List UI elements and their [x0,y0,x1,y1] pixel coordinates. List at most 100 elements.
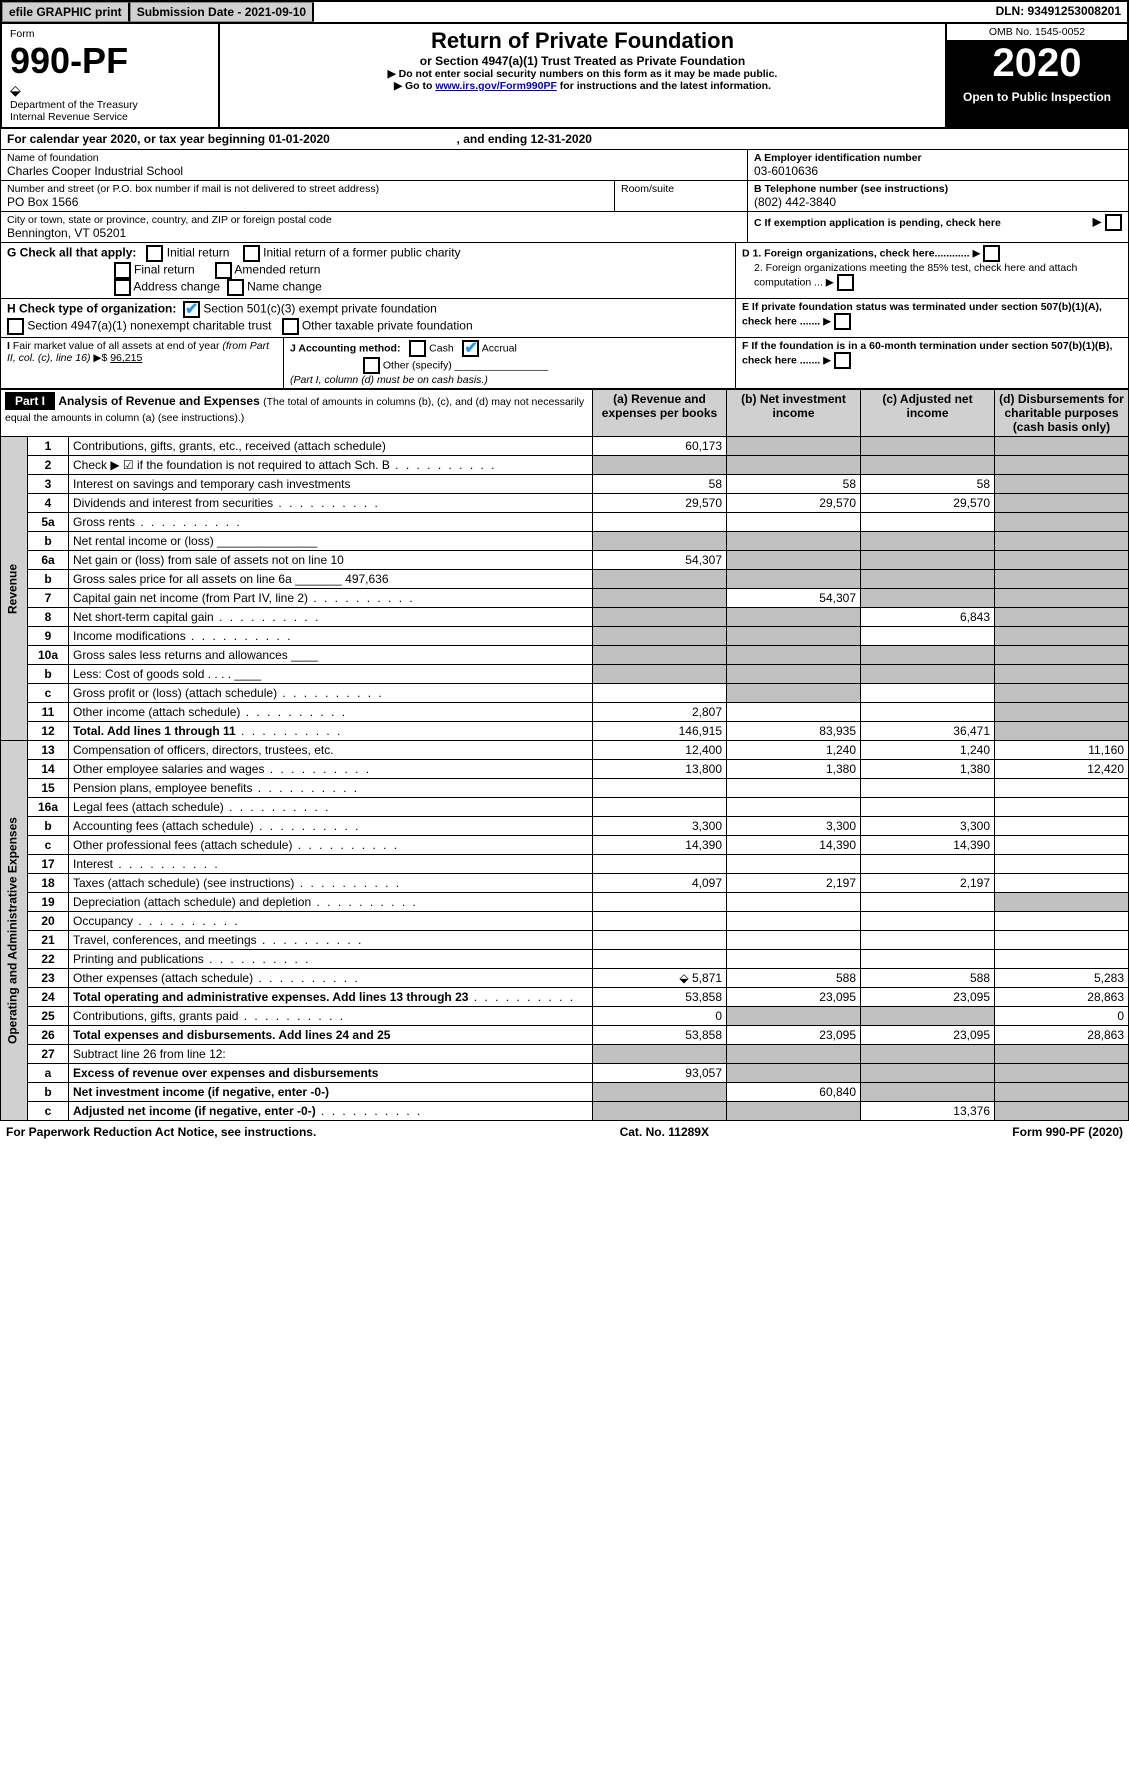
table-row: 26Total expenses and disbursements. Add … [1,1026,1129,1045]
line-desc: Interest [69,855,593,874]
d2-checkbox[interactable] [837,274,854,291]
cell-b [727,779,861,798]
line-number: 2 [28,456,69,475]
line-desc: Dividends and interest from securities [69,494,593,513]
cell-c [861,627,995,646]
cell-a [593,532,727,551]
g-initial[interactable] [146,245,163,262]
i-j-f-row: I Fair market value of all assets at end… [0,338,1129,389]
h-other[interactable] [282,318,299,335]
line-number: 6a [28,551,69,570]
line-desc: Gross rents [69,513,593,532]
cell-b: 29,570 [727,494,861,513]
cell-c: 14,390 [861,836,995,855]
line-desc: Gross profit or (loss) (attach schedule) [69,684,593,703]
cell-dd: 28,863 [995,1026,1129,1045]
table-row: 2Check ▶ ☑ if the foundation is not requ… [1,456,1129,475]
cell-c: 58 [861,475,995,494]
cell-b: 2,197 [727,874,861,893]
city-label: City or town, state or province, country… [7,214,741,226]
cell-dd [995,646,1129,665]
table-row: 12Total. Add lines 1 through 11146,91583… [1,722,1129,741]
line-number: 12 [28,722,69,741]
cell-a [593,627,727,646]
table-row: 21Travel, conferences, and meetings [1,931,1129,950]
cell-c: 36,471 [861,722,995,741]
e-checkbox[interactable] [834,313,851,330]
room-label: Room/suite [614,181,747,211]
line-number: 8 [28,608,69,627]
cell-c: 3,300 [861,817,995,836]
cell-c [861,437,995,456]
cell-dd [995,874,1129,893]
cell-a [593,1083,727,1102]
cell-b: 1,380 [727,760,861,779]
line-number: 25 [28,1007,69,1026]
cell-dd [995,589,1129,608]
g-final[interactable] [114,262,131,279]
open-public: Open to Public Inspection [947,86,1127,108]
table-row: 16aLegal fees (attach schedule) [1,798,1129,817]
g-initial-former[interactable] [243,245,260,262]
cell-c [861,1064,995,1083]
table-row: cOther professional fees (attach schedul… [1,836,1129,855]
cell-a: ⬙ 5,871 [593,969,727,988]
irs-link[interactable]: www.irs.gov/Form990PF [435,80,557,92]
line-desc: Interest on savings and temporary cash i… [69,475,593,494]
cell-a: 14,390 [593,836,727,855]
line-number: 7 [28,589,69,608]
h-4947[interactable] [7,318,24,335]
col-c-header: (c) Adjusted net income [861,390,995,437]
cell-dd [995,532,1129,551]
phone-label: B Telephone number (see instructions) [754,183,1122,195]
line-number: 20 [28,912,69,931]
j-note: (Part I, column (d) must be on cash basi… [290,374,488,386]
j-accrual[interactable] [462,340,479,357]
g-name[interactable] [227,279,244,296]
address: PO Box 1566 [7,195,608,209]
cell-b [727,513,861,532]
g-amended[interactable] [215,262,232,279]
cell-b [727,855,861,874]
cell-a [593,665,727,684]
cell-c: 1,380 [861,760,995,779]
line-number: c [28,684,69,703]
g-address[interactable] [114,279,131,296]
cell-a: 0 [593,1007,727,1026]
line-number: 16a [28,798,69,817]
j-other[interactable] [363,357,380,374]
cell-b: 58 [727,475,861,494]
line-desc: Net investment income (if negative, ente… [69,1083,593,1102]
table-row: 5aGross rents [1,513,1129,532]
revenue-side-label: Revenue [1,437,28,741]
table-row: bNet investment income (if negative, ent… [1,1083,1129,1102]
cell-a [593,950,727,969]
omb: OMB No. 1545-0052 [947,24,1127,41]
cell-a [593,684,727,703]
line-desc: Excess of revenue over expenses and disb… [69,1064,593,1083]
cell-dd: 0 [995,1007,1129,1026]
line-number: b [28,1083,69,1102]
submission-btn[interactable]: Submission Date - 2021-09-10 [130,2,314,22]
cell-c: 588 [861,969,995,988]
col-b-header: (b) Net investment income [727,390,861,437]
cell-b [727,1102,861,1121]
line-desc: Gross sales less returns and allowances … [69,646,593,665]
j-cash[interactable] [409,340,426,357]
cell-b [727,665,861,684]
f-checkbox[interactable] [834,352,851,369]
cell-a [593,646,727,665]
cell-c [861,551,995,570]
table-row: 17Interest [1,855,1129,874]
d1-checkbox[interactable] [983,245,1000,262]
c-checkbox[interactable] [1105,214,1122,231]
part1-tag: Part I [5,392,55,410]
h-501c3[interactable] [183,301,200,318]
table-row: aExcess of revenue over expenses and dis… [1,1064,1129,1083]
cell-c [861,855,995,874]
cell-b [727,893,861,912]
cell-b [727,551,861,570]
cell-c [861,798,995,817]
efile-btn[interactable]: efile GRAPHIC print [2,2,130,22]
line-desc: Printing and publications [69,950,593,969]
